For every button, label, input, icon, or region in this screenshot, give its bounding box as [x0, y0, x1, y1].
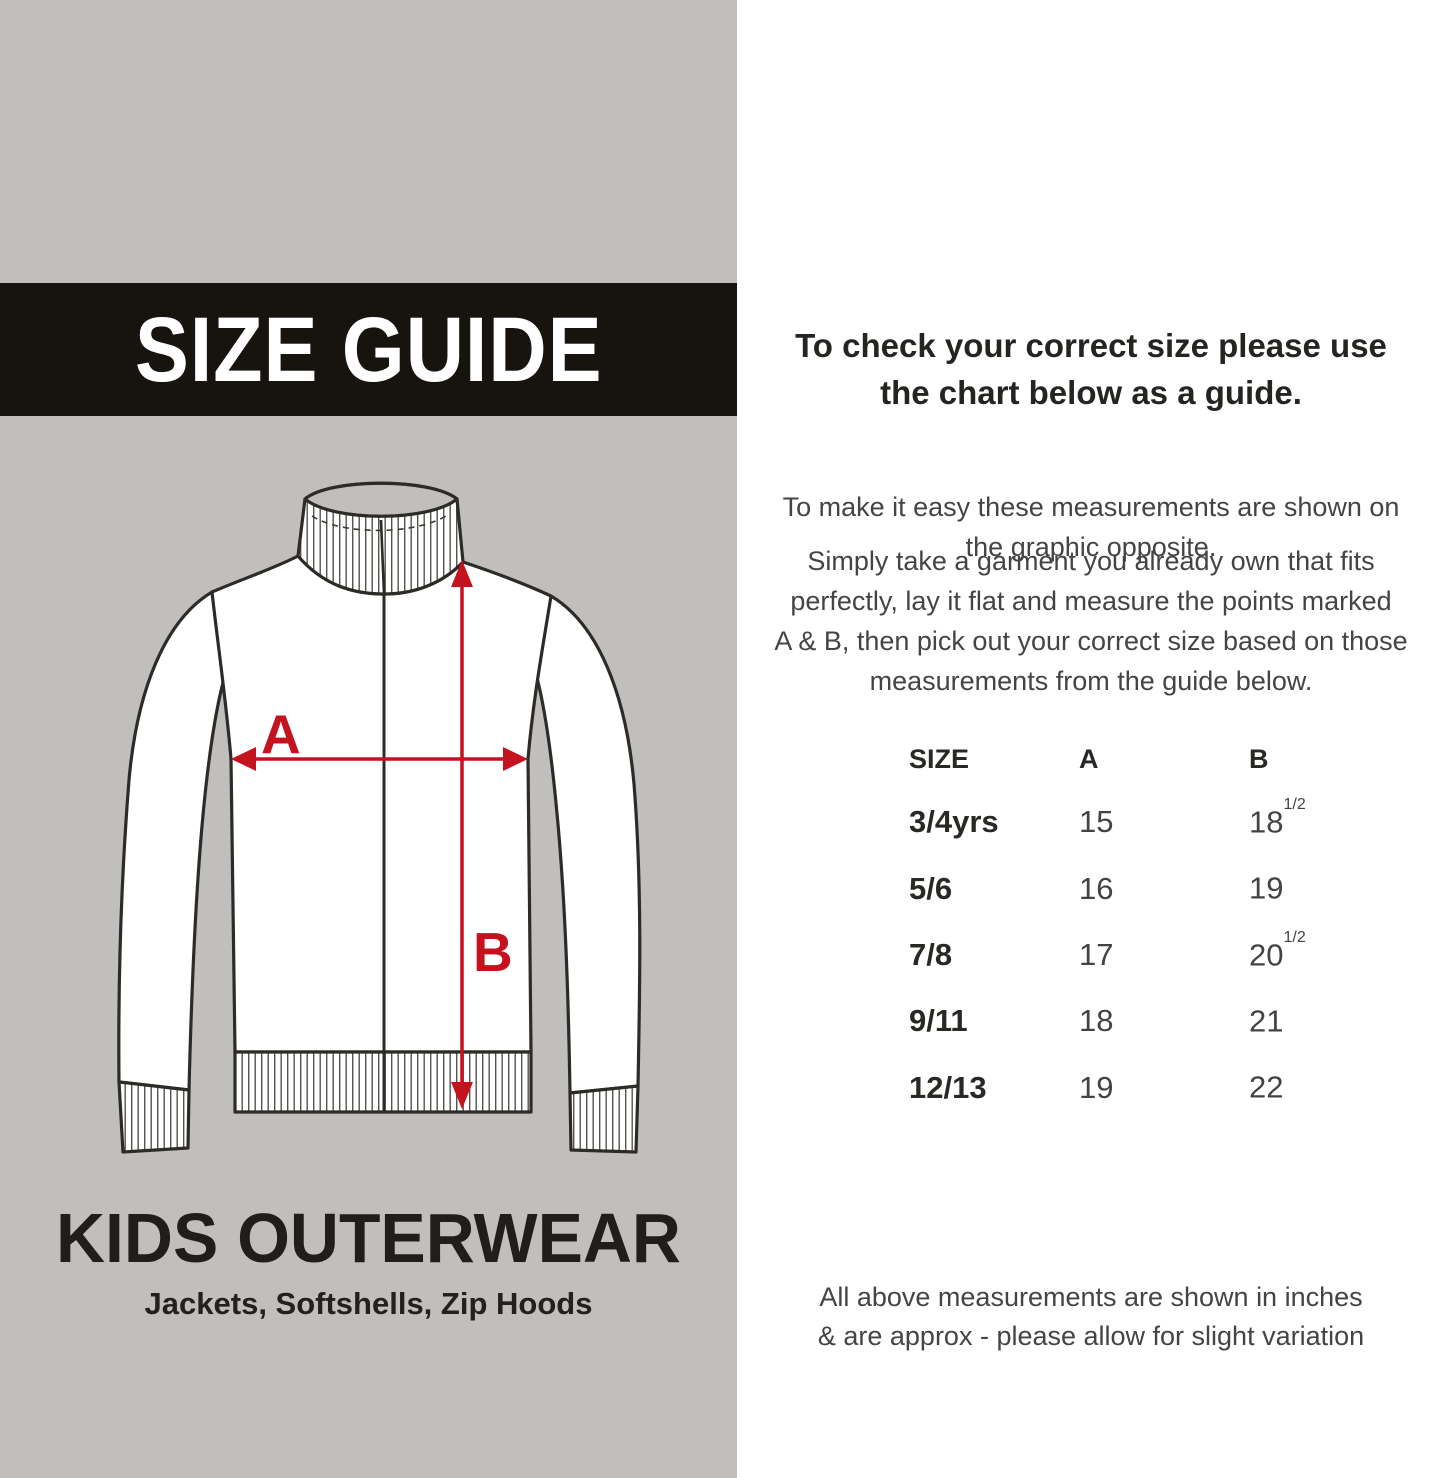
- intro-heading-line: To check your correct size please use: [795, 327, 1387, 364]
- cell-size: 3/4yrs: [909, 804, 999, 840]
- instructions-paragraph: Simply take a garment you already own th…: [737, 541, 1445, 701]
- cell-b-value: 18: [1249, 804, 1284, 840]
- instructions-line: Simply take a garment you already own th…: [807, 546, 1375, 576]
- header-b: B: [1249, 744, 1269, 774]
- category-block: KIDS OUTERWEAR Jackets, Softshells, Zip …: [0, 1203, 737, 1321]
- instructions-line: A & B, then pick out your correct size b…: [774, 626, 1408, 656]
- jacket-right-sleeve: [523, 594, 642, 1095]
- cell-size: 5/6: [909, 870, 953, 906]
- jacket-right-cuff: [568, 1084, 640, 1154]
- header-size: SIZE: [909, 744, 970, 774]
- right-panel: To check your correct size please use th…: [737, 0, 1445, 1478]
- size-guide-banner: SIZE GUIDE: [0, 283, 737, 416]
- instructions-line: measurements from the guide below.: [869, 666, 1313, 696]
- cell-a: 17: [1079, 936, 1114, 972]
- instructions-line: perfectly, lay it flat and measure the p…: [790, 586, 1392, 616]
- measure-a-arrow: [231, 747, 528, 771]
- table-row: 12/13 19 22: [909, 1065, 1409, 1104]
- collar-split-line: [379, 519, 386, 595]
- cell-b: 201/2: [1249, 929, 1399, 972]
- intro-heading: To check your correct size please use th…: [737, 322, 1445, 416]
- jacket-left-cuff: [117, 1080, 191, 1154]
- intro-paragraph-line: the graphic opposite.: [965, 532, 1217, 562]
- header-a: A: [1079, 744, 1099, 774]
- size-table: SIZE A B 3/4yrs 15 181/2 5/6 16 19 7/8 1…: [909, 746, 1409, 1105]
- table-row: 5/6 16 19: [909, 866, 1409, 905]
- size-table-header: SIZE A B: [909, 746, 1409, 773]
- category-title: KIDS OUTERWEAR: [56, 1199, 681, 1277]
- jacket-collar-opening: [303, 481, 459, 518]
- cell-b-value: 19: [1249, 870, 1284, 906]
- cell-size: 7/8: [909, 936, 953, 972]
- cell-b-value: 22: [1249, 1069, 1284, 1105]
- jacket-illustration-svg: A B: [117, 481, 642, 1154]
- category-subtitle: Jackets, Softshells, Zip Hoods: [144, 1286, 593, 1321]
- table-row: 7/8 17 201/2: [909, 929, 1409, 972]
- measure-b-label: B: [473, 921, 513, 983]
- cell-a: 19: [1079, 1069, 1114, 1105]
- cell-b-value: 20: [1249, 936, 1284, 972]
- cell-size: 12/13: [909, 1069, 987, 1105]
- cell-a: 15: [1079, 804, 1114, 840]
- jacket-diagram: A B: [85, 450, 655, 1165]
- jacket-left-sleeve: [117, 590, 239, 1092]
- banner-title: SIZE GUIDE: [134, 298, 603, 401]
- table-row: 9/11 18 21: [909, 999, 1409, 1038]
- cell-a: 18: [1079, 1003, 1114, 1039]
- intro-heading-line: the chart below as a guide.: [880, 374, 1302, 411]
- measure-a-label: A: [261, 703, 301, 765]
- table-row: 3/4yrs 15 181/2: [909, 796, 1409, 840]
- cell-b-fraction: 1/2: [1283, 928, 1306, 946]
- footnote-line: & are approx - please allow for slight v…: [817, 1321, 1365, 1351]
- cell-b: 21: [1249, 999, 1399, 1038]
- intro-paragraph: To make it easy these measurements are s…: [737, 487, 1445, 567]
- cell-b: 19: [1249, 866, 1399, 905]
- cell-b-value: 21: [1249, 1003, 1284, 1039]
- intro-paragraph-line: To make it easy these measurements are s…: [782, 492, 1400, 522]
- footnote-line: All above measurements are shown in inch…: [819, 1282, 1363, 1312]
- cell-b-fraction: 1/2: [1283, 796, 1306, 813]
- left-panel: SIZE GUIDE: [0, 0, 737, 1478]
- cell-b: 22: [1249, 1065, 1399, 1104]
- cell-b: 181/2: [1249, 796, 1399, 840]
- cell-size: 9/11: [909, 1003, 968, 1039]
- cell-a: 16: [1079, 870, 1114, 906]
- measure-b-arrow: [451, 560, 473, 1109]
- footnote: All above measurements are shown in inch…: [737, 1278, 1445, 1356]
